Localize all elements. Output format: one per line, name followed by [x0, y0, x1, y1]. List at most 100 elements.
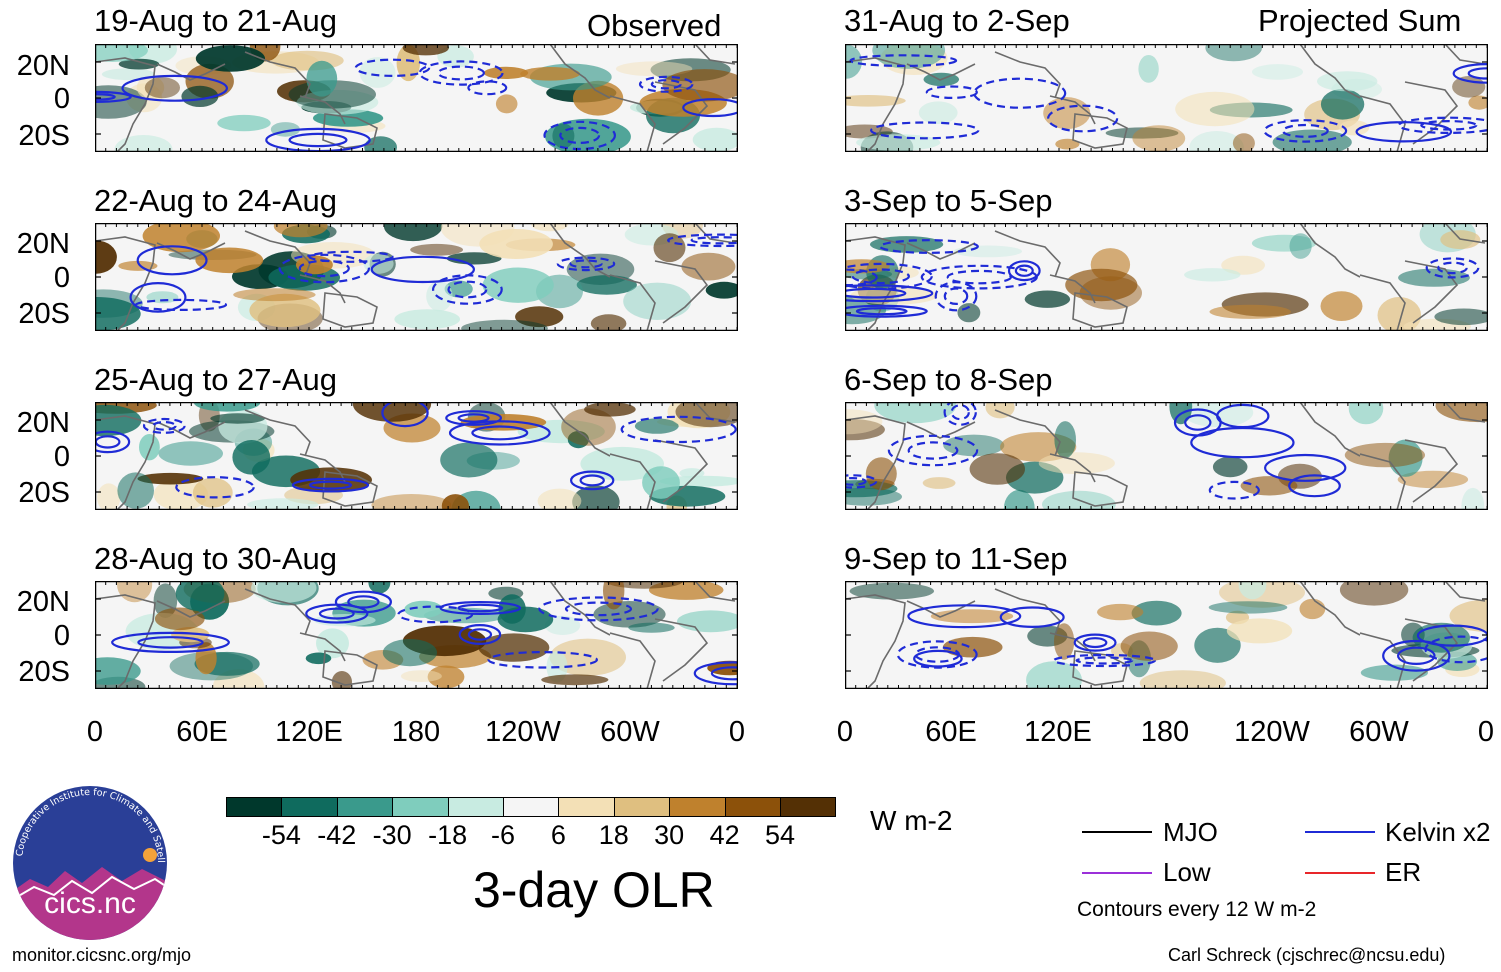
kelvin-contour-negative: [418, 60, 504, 86]
colorbar-tick-label: 54: [764, 820, 796, 850]
olr-anomaly-blob: [426, 280, 453, 312]
coastline: [1072, 113, 1128, 149]
kelvin-contour-positive: [1264, 453, 1347, 482]
lon-label-0: 0: [86, 716, 104, 748]
kelvin-contour-negative: [1047, 104, 1119, 133]
kelvin-contour-positive: [95, 430, 131, 454]
kelvin-contour-positive: [579, 474, 605, 487]
lat-label-eq: 0: [53, 83, 70, 115]
olr-anomaly-blob: [1468, 95, 1488, 110]
colorbar-swatch: [392, 797, 449, 817]
coastline: [994, 409, 1061, 457]
colorbar-tick-label: -6: [490, 820, 516, 850]
kelvin-contour-negative: [437, 65, 486, 81]
lat-label-eq: 0: [53, 441, 70, 473]
olr-anomaly-blob: [158, 441, 223, 466]
kelvin-contour-negative: [556, 256, 616, 272]
olr-anomaly-blob: [520, 67, 580, 81]
olr-anomaly-blob: [552, 123, 575, 149]
coastline: [654, 618, 709, 682]
olr-anomaly-blob: [606, 581, 683, 589]
coastline: [609, 632, 656, 689]
kelvin-contour-negative: [1263, 119, 1348, 143]
olr-anomaly-blob: [634, 418, 679, 434]
map-frame: [845, 402, 1488, 510]
kelvin-contour-negative: [543, 120, 617, 151]
kelvin-contour-negative: [667, 233, 738, 248]
olr-anomaly-blob: [865, 457, 897, 491]
coastline: [1359, 95, 1406, 152]
olr-map-panel: [845, 402, 1488, 510]
logo-text: cics.nc: [44, 887, 136, 920]
coastline: [1299, 223, 1361, 278]
kelvin-contour-positive: [1014, 264, 1034, 277]
obs-panel-3-title: 25-Aug to 27-Aug: [94, 362, 338, 397]
olr-anomaly-blob: [364, 136, 397, 152]
coastline: [549, 402, 611, 457]
olr-anomaly-blob: [1097, 603, 1144, 621]
olr-anomaly-blob: [136, 75, 165, 100]
olr-anomaly-blob: [352, 402, 432, 422]
lat-label-20n: 20N: [16, 50, 70, 82]
olr-anomaly-blob: [845, 259, 890, 274]
olr-anomaly-blob: [1434, 308, 1488, 326]
olr-anomaly-blob: [232, 440, 271, 475]
coastline: [549, 223, 611, 278]
lon-label-180: 180: [391, 716, 441, 748]
lat-label-20s: 20S: [18, 477, 70, 509]
coastline: [609, 274, 656, 331]
kelvin-contour-positive: [457, 603, 504, 613]
olr-anomaly-blob: [306, 60, 338, 97]
olr-anomaly-blob: [400, 670, 442, 682]
olr-anomaly-blob: [194, 402, 261, 412]
proj-panel-2-title: 3-Sep to 5-Sep: [844, 183, 1053, 218]
olr-anomaly-blob: [247, 498, 319, 510]
colorbar-swatch: [613, 797, 671, 817]
colorbar-tick-label: 42: [709, 820, 740, 850]
olr-anomaly-blob: [1348, 402, 1384, 425]
olr-anomaly-blob: [1339, 581, 1409, 606]
olr-anomaly-blob: [845, 409, 883, 435]
olr-anomaly-blob: [1252, 64, 1303, 80]
olr-anomaly-blob: [1054, 623, 1075, 660]
kelvin-contour-positive: [137, 636, 204, 649]
kelvin-contour-negative: [1420, 120, 1478, 131]
olr-anomaly-blob: [1175, 91, 1255, 127]
olr-anomaly-blob: [705, 281, 738, 299]
olr-anomaly-blob: [97, 483, 121, 510]
colorbar-tick-label: -30: [372, 820, 412, 850]
cics-logo: Cooperative Institute for Climate and Sa…: [10, 783, 167, 940]
kelvin-contour-negative: [690, 236, 738, 245]
coastline: [994, 230, 1061, 278]
kelvin-contour-negative: [278, 253, 371, 284]
coastline: [906, 600, 976, 618]
colorbar-tick-label: -54: [261, 820, 301, 850]
lat-label-20n: 20N: [16, 586, 70, 618]
coastline: [609, 95, 656, 152]
olr-anomaly-blob: [404, 600, 443, 618]
olr-anomaly-blob: [95, 44, 148, 62]
coastline: [322, 650, 378, 686]
lon-label-0: 0: [728, 716, 746, 748]
projected-header: Projected Sum: [1258, 3, 1462, 38]
kelvin-contour-positive: [305, 603, 369, 624]
olr-map-panel: [95, 402, 738, 510]
coastline: [1444, 581, 1486, 602]
colorbar-tick-label: 18: [598, 820, 629, 850]
kelvin-contour-positive: [845, 304, 928, 318]
olr-anomaly-blob: [623, 282, 692, 320]
kelvin-contour-positive: [439, 601, 522, 616]
kelvin-contour-negative: [569, 259, 603, 269]
contours-note: Contours every 12 W m-2: [1077, 898, 1317, 921]
olr-anomaly-blob: [394, 309, 461, 330]
kelvin-contour-negative: [447, 280, 488, 299]
olr-anomaly-blob: [305, 652, 332, 665]
olr-anomaly-blob: [662, 69, 738, 102]
lat-label-20s: 20S: [18, 120, 70, 152]
kelvin-contour-positive: [458, 623, 502, 645]
olr-anomaly-blob: [482, 267, 554, 303]
olr-anomaly-blob: [845, 95, 906, 107]
olr-anomaly-blob: [1208, 601, 1288, 614]
kelvin-contour-positive: [445, 410, 503, 426]
olr-anomaly-blob: [561, 408, 616, 446]
